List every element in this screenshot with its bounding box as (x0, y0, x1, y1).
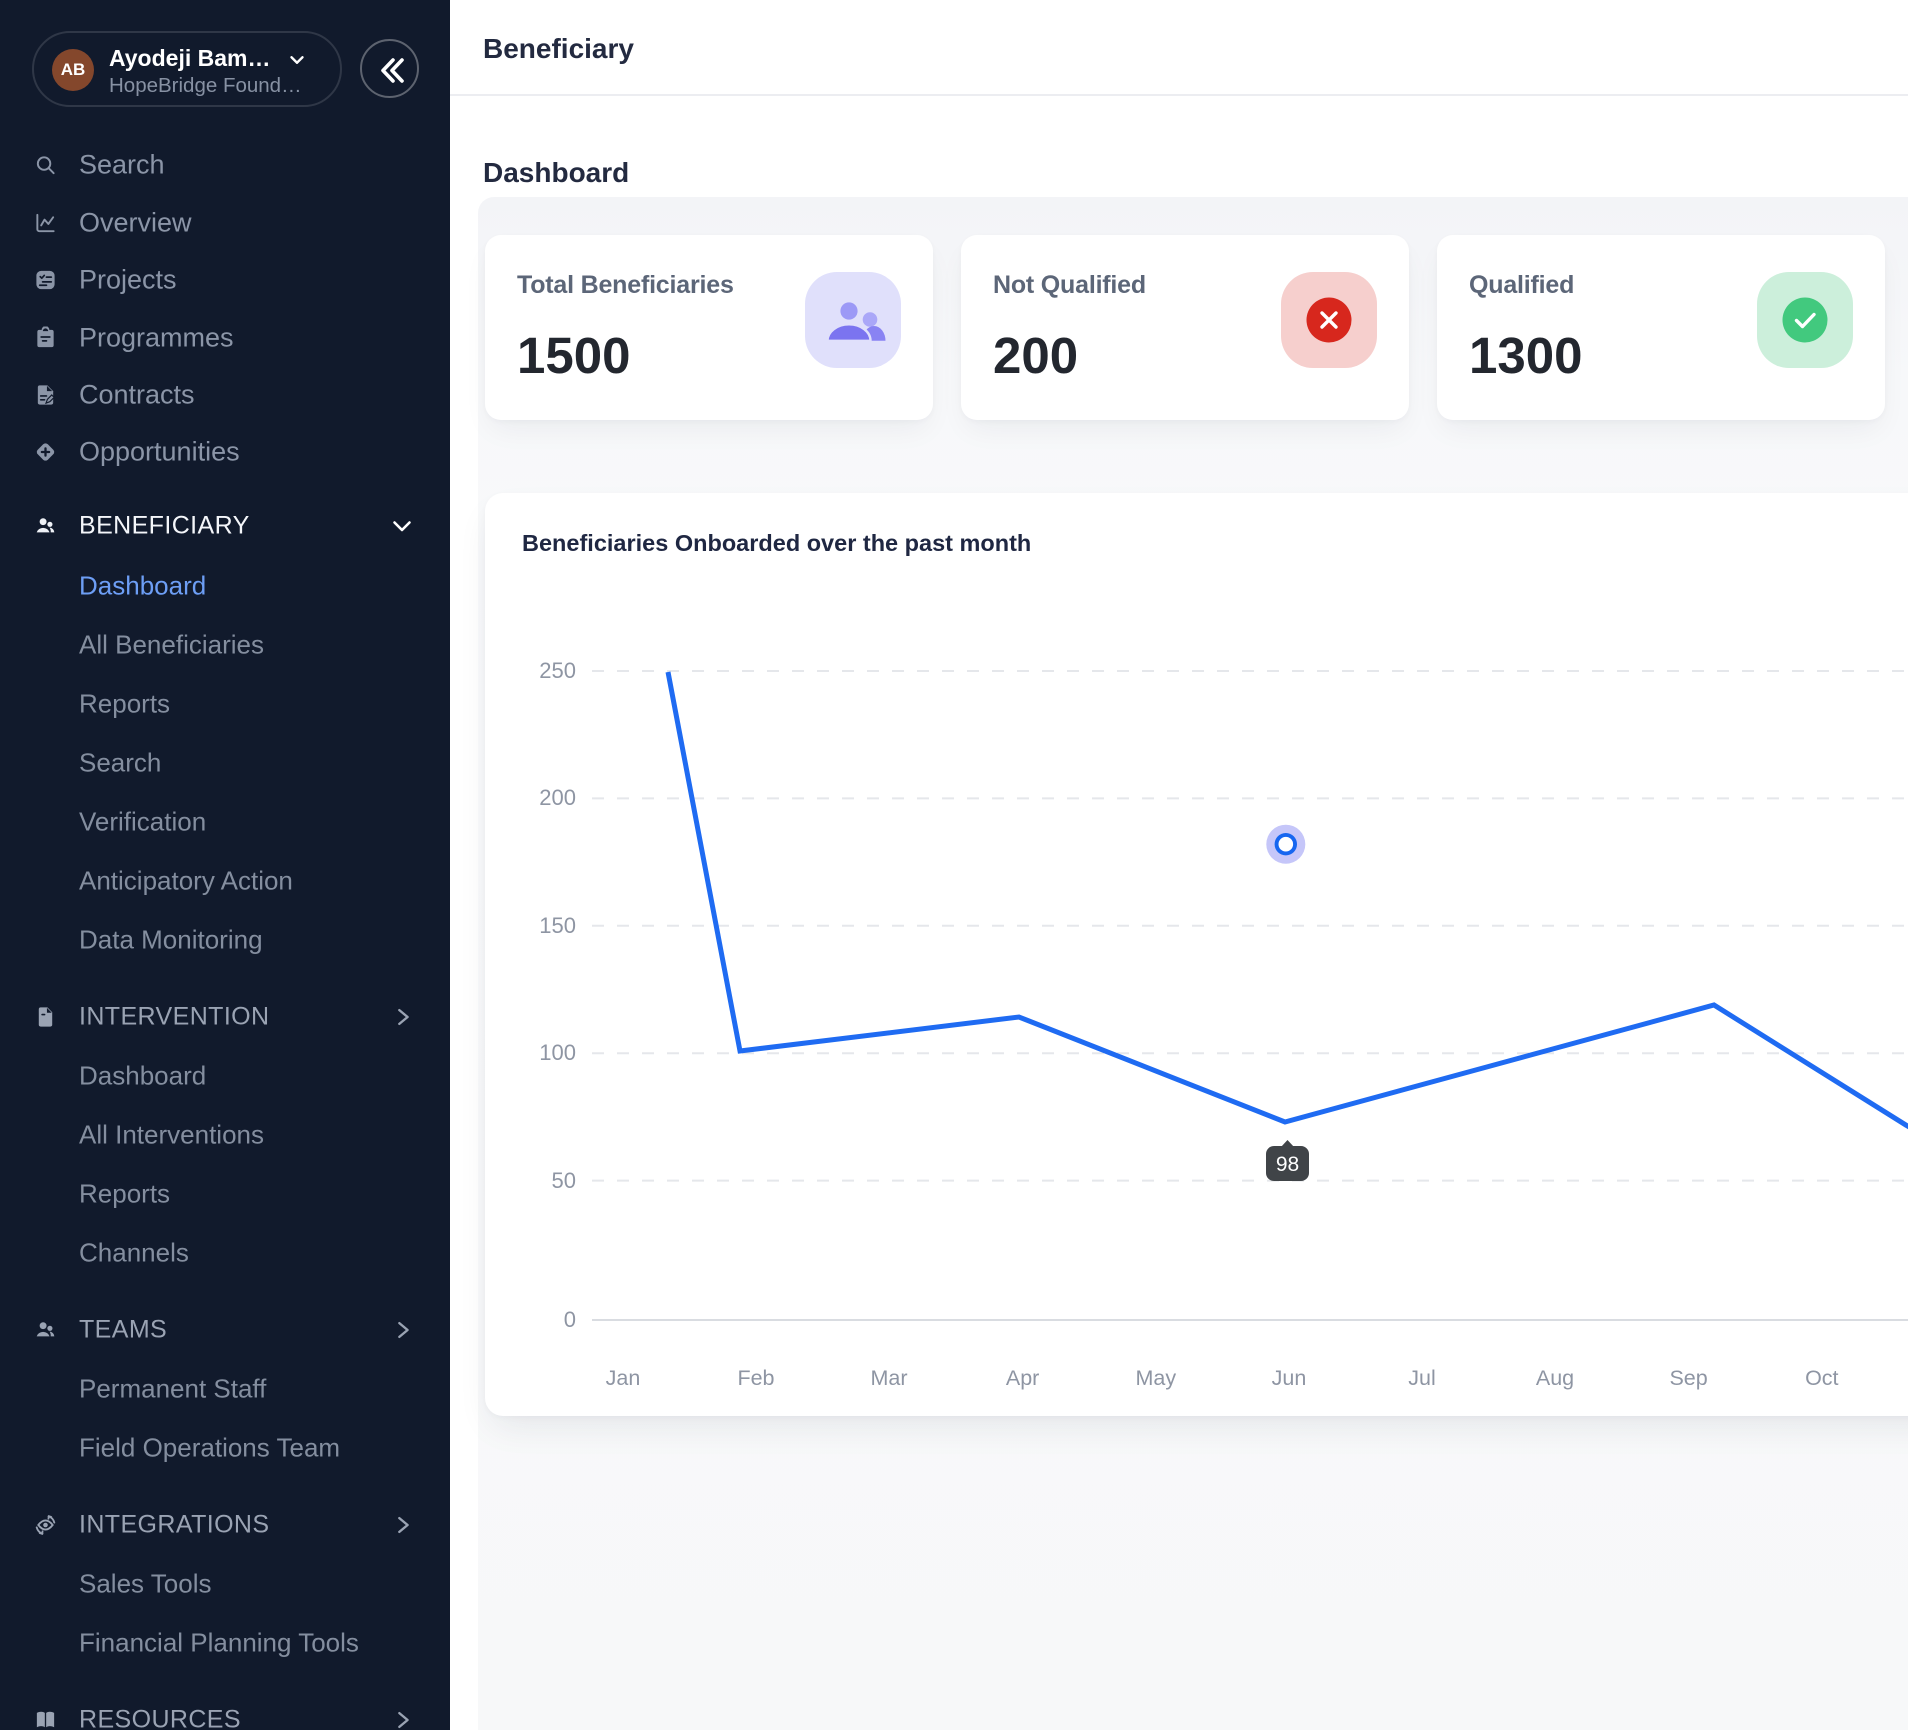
svg-text:Jan: Jan (606, 1366, 641, 1390)
svg-text:Jun: Jun (1272, 1366, 1307, 1390)
svg-text:Oct: Oct (1805, 1366, 1838, 1390)
svg-text:100: 100 (539, 1040, 576, 1065)
svg-text:150: 150 (539, 913, 576, 938)
svg-text:Aug: Aug (1536, 1366, 1574, 1390)
svg-text:May: May (1135, 1366, 1176, 1390)
svg-text:Feb: Feb (737, 1366, 774, 1390)
svg-text:200: 200 (539, 785, 576, 810)
svg-text:250: 250 (539, 658, 576, 683)
svg-text:Sep: Sep (1669, 1366, 1707, 1390)
svg-text:0: 0 (564, 1307, 576, 1332)
svg-text:Jul: Jul (1408, 1366, 1435, 1390)
svg-text:50: 50 (552, 1168, 576, 1193)
svg-text:Mar: Mar (870, 1366, 907, 1390)
svg-text:98: 98 (1276, 1153, 1299, 1176)
svg-text:Apr: Apr (1006, 1366, 1039, 1390)
